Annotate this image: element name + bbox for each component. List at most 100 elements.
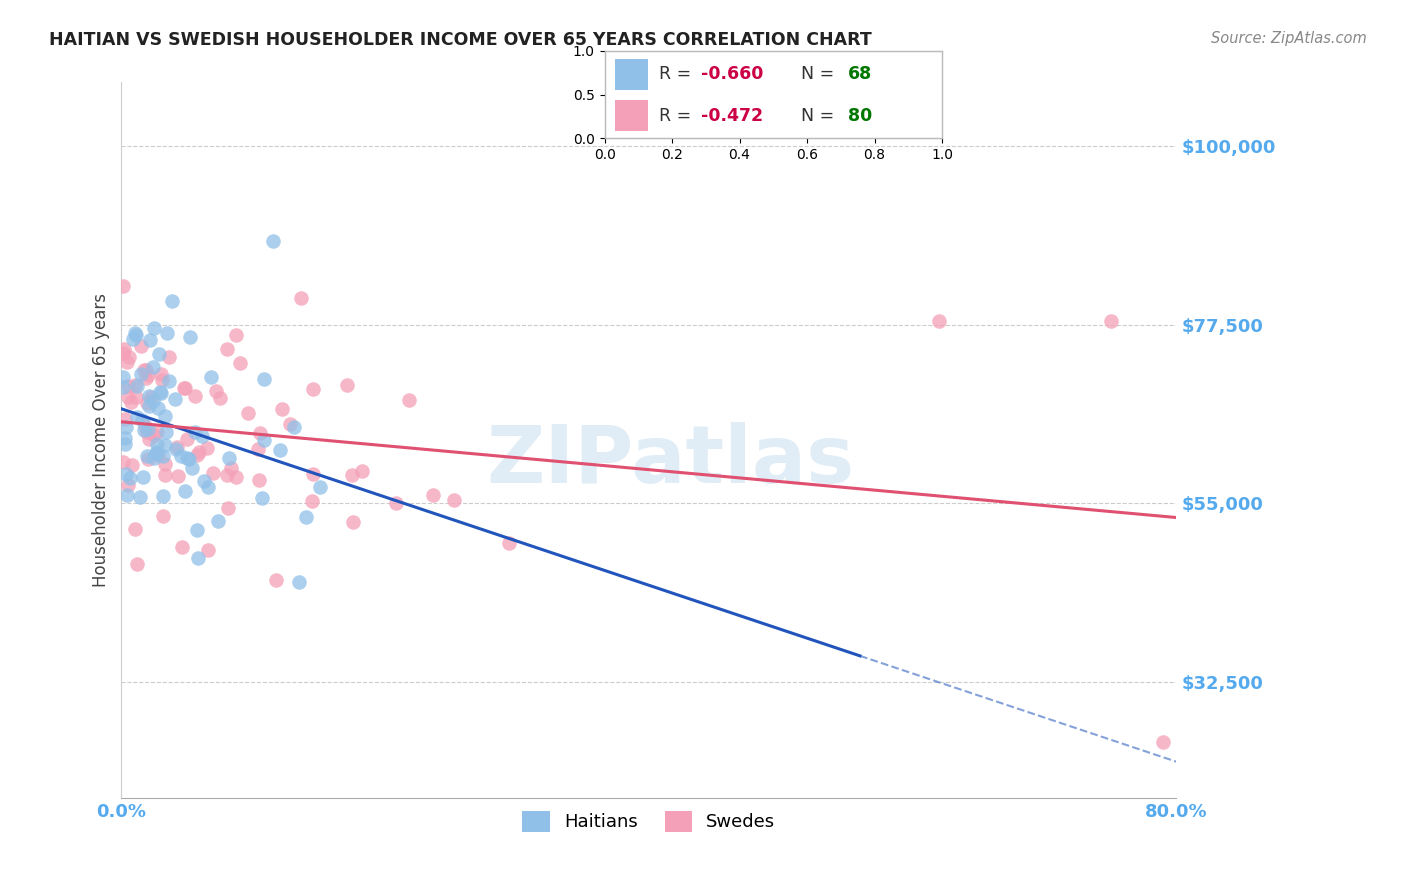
Point [253, 433, 276, 447]
Point [118, 471, 141, 485]
Point [143, 428, 166, 442]
Point [146, 425, 169, 439]
Point [225, 327, 247, 342]
Point [152, 489, 174, 503]
Point [150, 385, 173, 400]
Y-axis label: Householder Income Over 65 years: Householder Income Over 65 years [93, 293, 110, 587]
Point [114, 431, 136, 445]
Point [249, 426, 271, 441]
Point [152, 508, 174, 523]
Point [186, 448, 208, 462]
Point [190, 429, 212, 443]
Point [136, 396, 159, 410]
Point [443, 492, 465, 507]
Point [111, 379, 134, 393]
Point [217, 500, 239, 515]
Legend: Haitians, Swedes: Haitians, Swedes [515, 804, 783, 838]
Point [136, 449, 159, 463]
Point [115, 420, 138, 434]
Point [167, 469, 190, 483]
Point [111, 345, 134, 359]
Point [219, 461, 242, 475]
Point [247, 442, 270, 456]
Bar [614, 100, 648, 131]
Point [174, 484, 197, 499]
Point [336, 377, 359, 392]
Point [302, 467, 325, 482]
Point [115, 355, 138, 369]
Point [176, 432, 198, 446]
Point [114, 411, 136, 425]
Point [202, 466, 225, 480]
Point [115, 488, 138, 502]
Point [146, 448, 169, 462]
Point [138, 399, 160, 413]
Text: -0.472: -0.472 [700, 106, 763, 125]
Text: R =: R = [658, 106, 696, 125]
Text: 68: 68 [848, 65, 872, 84]
Text: ZIPatlas: ZIPatlas [486, 422, 855, 500]
Point [238, 406, 260, 420]
Point [187, 550, 209, 565]
Point [138, 389, 160, 403]
Point [155, 425, 177, 440]
Point [118, 350, 141, 364]
Point [149, 384, 172, 399]
Point [422, 488, 444, 502]
Point [124, 523, 146, 537]
Point [165, 442, 187, 456]
Point [1152, 735, 1174, 749]
Text: HAITIAN VS SWEDISH HOUSEHOLDER INCOME OVER 65 YEARS CORRELATION CHART: HAITIAN VS SWEDISH HOUSEHOLDER INCOME OV… [49, 31, 872, 49]
Point [340, 467, 363, 482]
Point [125, 557, 148, 571]
Point [157, 375, 180, 389]
Point [148, 347, 170, 361]
Point [136, 368, 159, 382]
Point [155, 438, 177, 452]
Point [269, 442, 291, 457]
Point [146, 444, 169, 458]
Point [176, 451, 198, 466]
Point [138, 432, 160, 446]
Point [135, 363, 157, 377]
Point [209, 392, 232, 406]
Point [146, 437, 169, 451]
Point [193, 474, 215, 488]
Point [160, 293, 183, 308]
Point [121, 458, 143, 472]
Point [125, 327, 148, 342]
Point [127, 410, 149, 425]
Point [111, 455, 134, 469]
Point [120, 395, 142, 409]
Point [218, 451, 240, 466]
Point [215, 343, 238, 357]
Point [283, 420, 305, 434]
Point [271, 401, 294, 416]
Point [125, 390, 148, 404]
Point [173, 381, 195, 395]
Point [111, 369, 134, 384]
Point [301, 494, 323, 508]
Point [143, 320, 166, 334]
Point [498, 536, 520, 550]
Point [250, 491, 273, 505]
Point [1099, 313, 1122, 327]
Point [145, 446, 167, 460]
Point [155, 409, 177, 423]
Point [152, 449, 174, 463]
Point [146, 401, 169, 415]
Point [157, 351, 180, 365]
Point [184, 425, 207, 439]
Point [129, 367, 152, 381]
Point [177, 452, 200, 467]
Point [136, 425, 159, 440]
Point [138, 452, 160, 467]
Text: N =: N = [790, 106, 839, 125]
Point [207, 514, 229, 528]
Point [124, 326, 146, 340]
Point [350, 464, 373, 478]
Point [117, 378, 139, 392]
Point [288, 574, 311, 589]
Point [253, 372, 276, 386]
Point [122, 332, 145, 346]
